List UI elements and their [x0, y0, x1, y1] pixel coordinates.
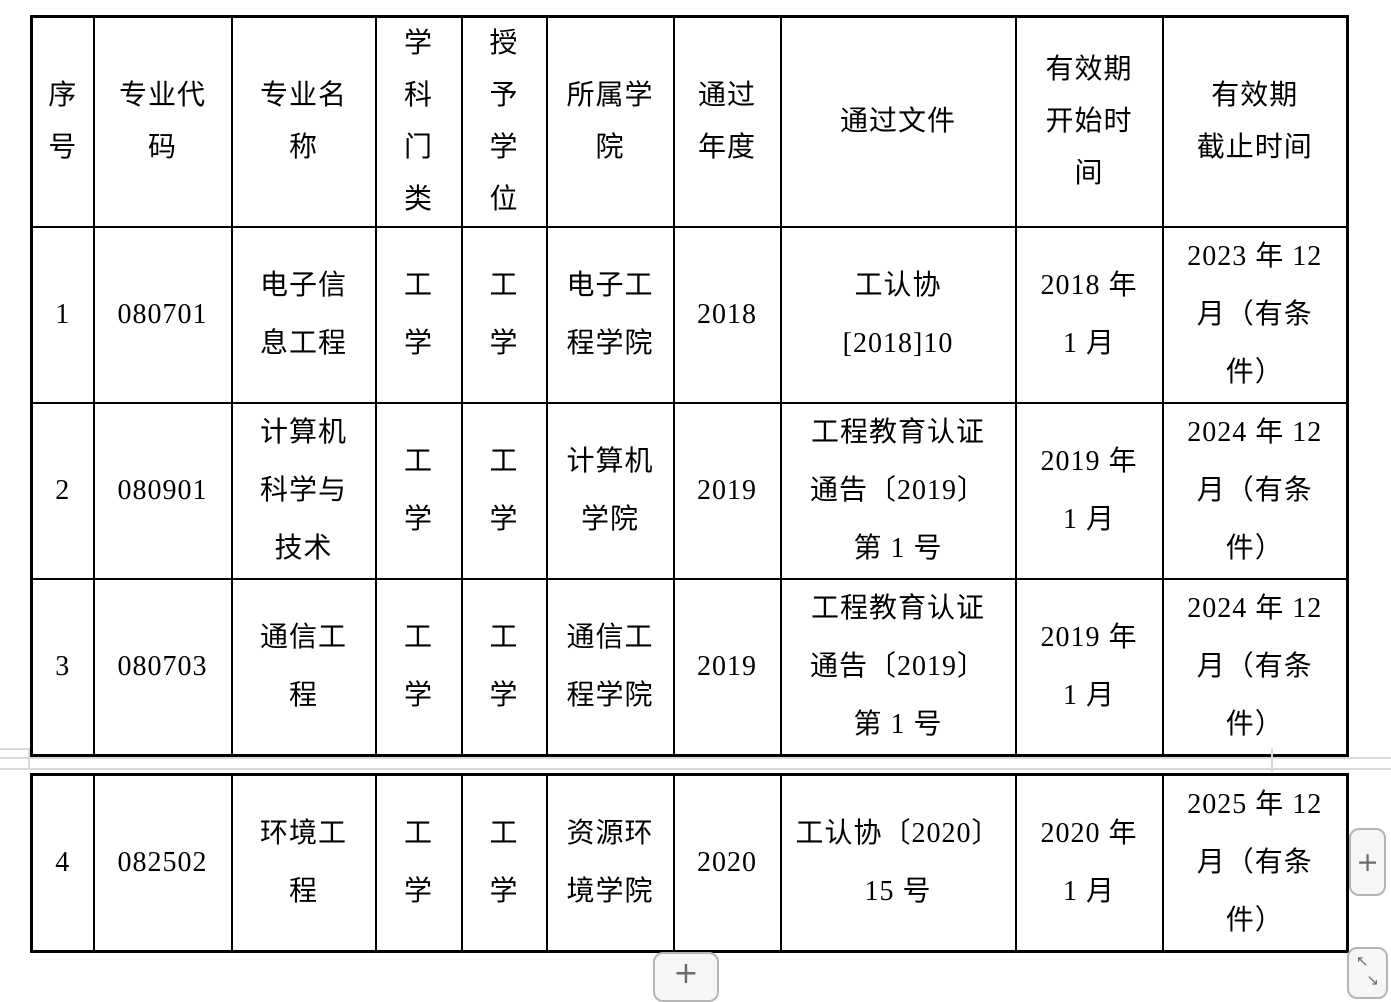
cell-major-code: 082502 [92, 773, 233, 953]
arrow-down-right-icon: ↘ [1366, 971, 1379, 989]
cell-discipline: 工 学 [374, 226, 463, 404]
cell-valid-until: 2024 年 12 月（有条 件） [1161, 402, 1349, 580]
cell-valid-from: 2020 年 1 月 [1014, 773, 1164, 953]
cell-major-code: 080703 [92, 578, 233, 757]
cell-college: 电子工 程学院 [545, 226, 675, 404]
cell-major-name: 电子信 息工程 [230, 226, 377, 404]
col-header-college: 所属学 院 [545, 15, 675, 228]
cell-college: 计算机 学院 [545, 402, 675, 580]
col-header-valid-until: 有效期 截止时间 [1161, 15, 1349, 228]
cell-valid-from: 2019 年 1 月 [1014, 578, 1164, 757]
cell-pass-year: 2018 [672, 226, 782, 404]
cell-discipline: 工 学 [374, 402, 463, 580]
cell-major-name: 通信工 程 [230, 578, 377, 757]
cell-index: 4 [30, 773, 95, 953]
resize-table-button[interactable]: ↖ ↘ [1347, 947, 1388, 999]
cell-valid-until: 2023 年 12 月（有条 件） [1161, 226, 1349, 404]
cell-degree: 工 学 [460, 578, 548, 757]
cell-discipline: 工 学 [374, 773, 463, 953]
table-row: 1 080701 电子信 息工程 工 学 工 学 电子工 程学院 2018 工认… [30, 226, 1349, 404]
cell-discipline: 工 学 [374, 578, 463, 757]
col-header-valid-from: 有效期 开始时 间 [1014, 15, 1164, 228]
cell-pass-year: 2019 [672, 578, 782, 757]
page-break-line [0, 757, 1391, 759]
cell-major-name: 计算机 科学与 技术 [230, 402, 377, 580]
plus-icon: + [673, 956, 699, 991]
cell-degree: 工 学 [460, 402, 548, 580]
col-header-index: 序 号 [30, 15, 95, 228]
header-row: 序 号 专业代 码 专业名 称 学 科 门 类 授 予 学 位 所属学 院 通过… [30, 15, 1349, 228]
cell-index: 3 [30, 578, 95, 757]
table-row: 3 080703 通信工 程 工 学 工 学 通信工 程学院 2019 工程教育… [30, 578, 1349, 757]
cell-index: 1 [30, 226, 95, 404]
cell-pass-document: 工认协 [2018]10 [779, 226, 1017, 404]
arrow-up-left-icon: ↖ [1356, 952, 1369, 970]
cell-valid-from: 2018 年 1 月 [1014, 226, 1164, 404]
table-row: 2 080901 计算机 科学与 技术 工 学 工 学 计算机 学院 2019 … [30, 402, 1349, 580]
cell-valid-until: 2025 年 12 月（有条 件） [1161, 773, 1349, 953]
col-header-major-code: 专业代 码 [92, 15, 233, 228]
col-header-major-name: 专业名 称 [230, 15, 377, 228]
col-header-discipline: 学 科 门 类 [374, 15, 463, 228]
col-header-pass-year: 通过 年度 [672, 15, 782, 228]
cell-pass-year: 2019 [672, 402, 782, 580]
accreditation-table-part-1: 序 号 专业代 码 专业名 称 学 科 门 类 授 予 学 位 所属学 院 通过… [30, 15, 1349, 757]
page-break-edge [28, 748, 30, 770]
cell-pass-document: 工认协〔2020〕 15 号 [779, 773, 1017, 953]
add-row-button[interactable]: + [653, 952, 719, 1002]
table-row: 4 082502 环境工 程 工 学 工 学 资源环 境学院 2020 工认协〔… [30, 773, 1349, 953]
cell-college: 通信工 程学院 [545, 578, 675, 757]
cell-valid-from: 2019 年 1 月 [1014, 402, 1164, 580]
cell-college: 资源环 境学院 [545, 773, 675, 953]
cell-pass-year: 2020 [672, 773, 782, 953]
page-break-edge [1271, 748, 1273, 772]
cell-major-code: 080701 [92, 226, 233, 404]
page-break-edge [0, 748, 28, 750]
col-header-degree: 授 予 学 位 [460, 15, 548, 228]
cell-major-name: 环境工 程 [230, 773, 377, 953]
cell-valid-until: 2024 年 12 月（有条 件） [1161, 578, 1349, 757]
add-column-button[interactable]: + [1349, 828, 1386, 896]
col-header-pass-document: 通过文件 [779, 15, 1017, 228]
accreditation-table-part-2: 4 082502 环境工 程 工 学 工 学 资源环 境学院 2020 工认协〔… [30, 773, 1349, 953]
cell-pass-document: 工程教育认证 通告〔2019〕 第 1 号 [779, 578, 1017, 757]
plus-icon: + [1356, 846, 1379, 878]
page-break-line [0, 768, 1391, 770]
cell-degree: 工 学 [460, 226, 548, 404]
cell-major-code: 080901 [92, 402, 233, 580]
cell-degree: 工 学 [460, 773, 548, 953]
cell-index: 2 [30, 402, 95, 580]
cell-pass-document: 工程教育认证 通告〔2019〕 第 1 号 [779, 402, 1017, 580]
